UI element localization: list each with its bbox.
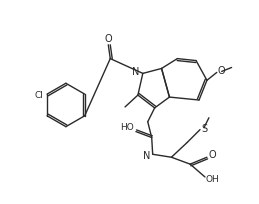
Text: OH: OH <box>206 175 220 184</box>
Text: N: N <box>133 67 140 77</box>
Text: O: O <box>104 34 112 44</box>
Text: S: S <box>201 124 207 134</box>
Text: N: N <box>143 151 151 161</box>
Text: Cl: Cl <box>34 91 43 100</box>
Text: HO: HO <box>120 123 134 132</box>
Text: O: O <box>209 150 217 160</box>
Text: O: O <box>218 67 225 76</box>
